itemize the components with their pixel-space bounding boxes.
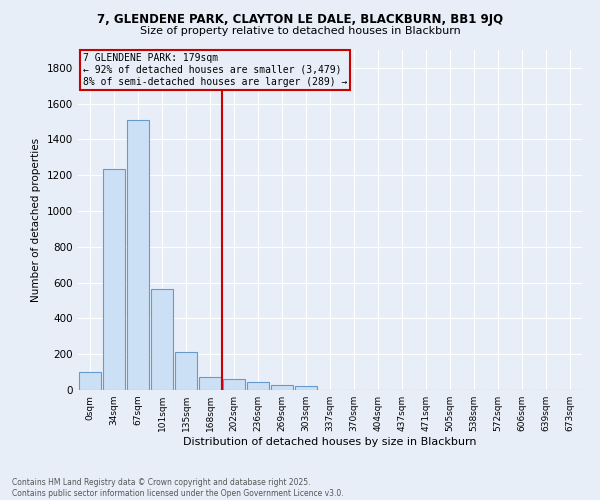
X-axis label: Distribution of detached houses by size in Blackburn: Distribution of detached houses by size …	[183, 437, 477, 447]
Bar	[103, 169, 125, 390]
Text: 7 GLENDENE PARK: 179sqm
← 92% of detached houses are smaller (3,479)
8% of semi-: 7 GLENDENE PARK: 179sqm ← 92% of detache…	[83, 54, 347, 86]
Text: Contains HM Land Registry data © Crown copyright and database right 2025.
Contai: Contains HM Land Registry data © Crown c…	[12, 478, 344, 498]
Bar	[247, 382, 269, 390]
Bar	[175, 352, 197, 390]
Text: 7, GLENDENE PARK, CLAYTON LE DALE, BLACKBURN, BB1 9JQ: 7, GLENDENE PARK, CLAYTON LE DALE, BLACK…	[97, 12, 503, 26]
Bar	[271, 384, 293, 390]
Bar	[127, 120, 149, 390]
Bar	[79, 372, 101, 390]
Bar	[199, 376, 221, 390]
Bar	[151, 289, 173, 390]
Bar	[223, 380, 245, 390]
Y-axis label: Number of detached properties: Number of detached properties	[31, 138, 41, 302]
Text: Size of property relative to detached houses in Blackburn: Size of property relative to detached ho…	[140, 26, 460, 36]
Bar	[295, 386, 317, 390]
